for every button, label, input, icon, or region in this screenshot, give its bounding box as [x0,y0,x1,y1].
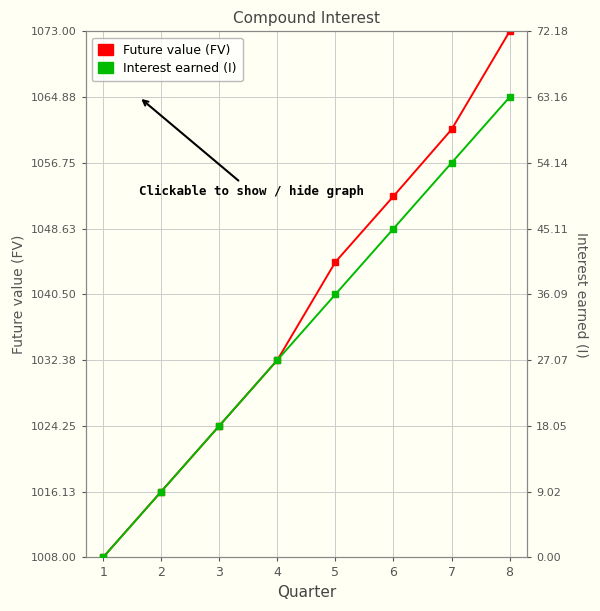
Title: Compound Interest: Compound Interest [233,11,380,26]
Y-axis label: Interest earned (I): Interest earned (I) [575,232,589,357]
Y-axis label: Future value (FV): Future value (FV) [11,235,25,354]
Legend: Future value (FV), Interest earned (I): Future value (FV), Interest earned (I) [92,38,243,81]
Text: Clickable to show / hide graph: Clickable to show / hide graph [139,100,364,198]
X-axis label: Quarter: Quarter [277,585,336,600]
